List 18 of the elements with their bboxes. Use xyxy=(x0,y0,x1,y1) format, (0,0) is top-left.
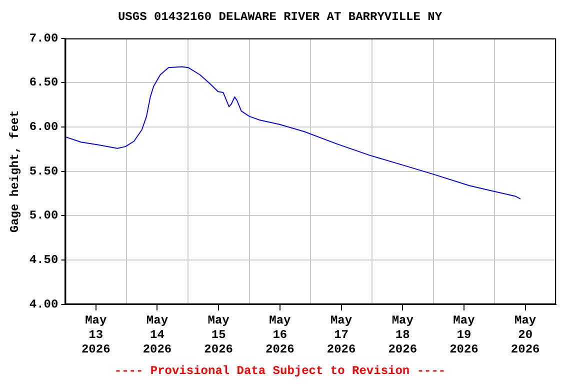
y-tick-label: 7.00 xyxy=(29,31,58,46)
x-tick-label: May 19 2026 xyxy=(450,314,478,356)
y-tick-label: 4.50 xyxy=(29,253,58,268)
text: ---- Provisional Data Subject to Revision ---- xyxy=(114,364,446,378)
y-axis-title: Gage height, feet xyxy=(8,110,22,233)
y-tick-label: 6.50 xyxy=(29,76,58,90)
y-tick-label: 5.50 xyxy=(29,164,58,178)
x-tick-label: May 14 2026 xyxy=(142,314,172,356)
y-tick-label: 4.00 xyxy=(29,297,58,312)
x-tick-label: May 20 2026 xyxy=(510,314,540,356)
x-tick-label: May 16 2026 xyxy=(266,314,294,356)
chart-title: USGS 01432160 DELAWARE RIVER AT BARRYVILLE NY xyxy=(118,10,443,24)
y-tick-label: 6.00 xyxy=(29,120,58,134)
x-tick-label: May 18 2026 xyxy=(388,314,418,356)
x-tick-label: May 17 2026 xyxy=(326,314,356,356)
x-tick-label: May 13 2026 xyxy=(81,314,110,356)
x-tick-label: May 15 2026 xyxy=(204,314,233,356)
y-tick-label: 5.00 xyxy=(29,208,58,223)
